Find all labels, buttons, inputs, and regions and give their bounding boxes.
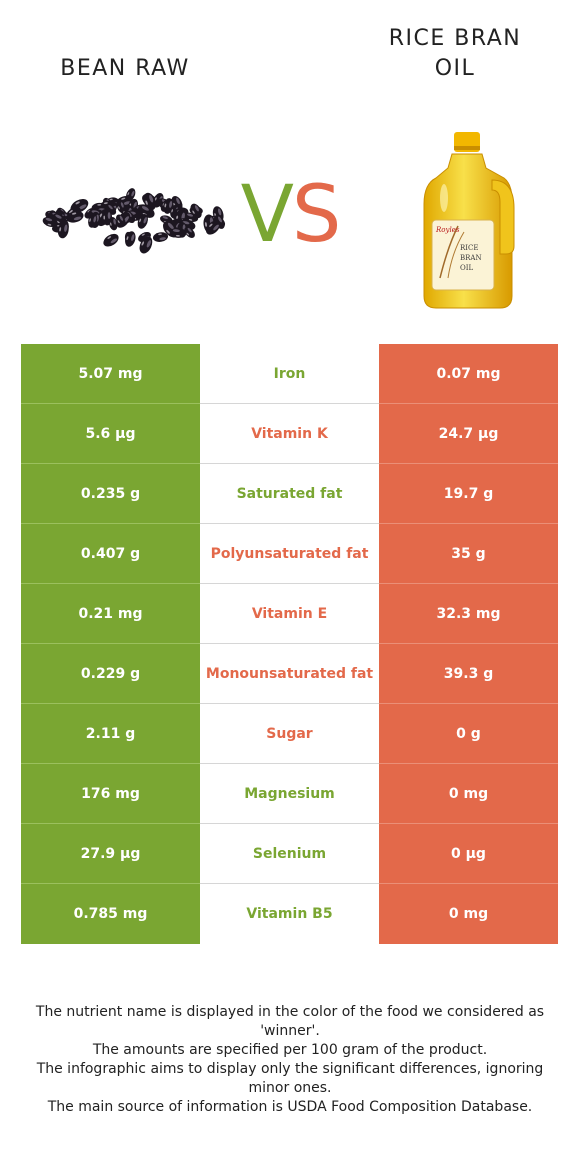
left-food-value: 0.229 g (21, 644, 200, 704)
comparison-table: 5.07 mg Iron 0.07 mg 5.6 µg Vitamin K 24.7 µg… (21, 344, 558, 944)
left-food-name: BEAN RAW (60, 56, 190, 81)
bottle-label-line3: OIL (460, 264, 474, 272)
nutrient-name: Polyunsaturated fat (200, 524, 379, 584)
nutrient-row: 0.407 g Polyunsaturated fat 35 g (21, 524, 558, 584)
left-food-value: 5.07 mg (21, 344, 200, 404)
left-food-value: 0.235 g (21, 464, 200, 524)
right-food-value: 32.3 mg (379, 584, 558, 644)
right-food-value: 19.7 g (379, 464, 558, 524)
right-food-name-line1: RICE BRAN (388, 26, 522, 51)
nutrient-row: 0.229 g Monounsaturated fat 39.3 g (21, 644, 558, 704)
nutrient-name: Vitamin B5 (200, 884, 379, 944)
nutrient-row: 5.07 mg Iron 0.07 mg (21, 344, 558, 404)
left-food-value: 176 mg (21, 764, 200, 824)
nutrient-row: 0.235 g Saturated fat 19.7 g (21, 464, 558, 524)
bottle-label-line1: RICE (460, 244, 479, 252)
nutrient-row: 2.11 g Sugar 0 g (21, 704, 558, 764)
footnote-line: The main source of information is USDA F… (47, 1099, 533, 1115)
right-food-value: 24.7 µg (379, 404, 558, 464)
oil-bottle-image: Royles RICE BRAN OIL (423, 132, 515, 309)
left-food-value: 2.11 g (21, 704, 200, 764)
right-food-value: 0 mg (379, 764, 558, 824)
black-beans-image (42, 188, 226, 254)
right-food-value: 35 g (379, 524, 558, 584)
right-food-value: 0 g (379, 704, 558, 764)
nutrient-name: Sugar (200, 704, 379, 764)
footnote-line: The infographic aims to display only the… (36, 1061, 544, 1096)
left-food-value: 0.21 mg (21, 584, 200, 644)
nutrient-name: Saturated fat (200, 464, 379, 524)
bottle-brand-text: Royles (435, 226, 460, 234)
nutrient-name: Vitamin K (200, 404, 379, 464)
bottle-label (431, 219, 495, 291)
left-food-value: 0.407 g (21, 524, 200, 584)
right-food-value: 0 mg (379, 884, 558, 944)
vs-letter-s: S (291, 170, 341, 260)
nutrient-name: Vitamin E (200, 584, 379, 644)
left-food-value: 0.785 mg (21, 884, 200, 944)
nutrient-row: 5.6 µg Vitamin K 24.7 µg (21, 404, 558, 464)
nutrient-row: 27.9 µg Selenium 0 µg (21, 824, 558, 884)
footnote-line: The nutrient name is displayed in the co… (35, 1004, 545, 1039)
right-food-value: 0.07 mg (379, 344, 558, 404)
left-food-value: 5.6 µg (21, 404, 200, 464)
bottle-handle (491, 179, 515, 255)
vs-letter-v: V (240, 170, 294, 260)
left-food-value: 27.9 µg (21, 824, 200, 884)
nutrient-row: 0.21 mg Vitamin E 32.3 mg (21, 584, 558, 644)
vs-logo: VS (222, 170, 358, 260)
nutrient-row: 0.785 mg Vitamin B5 0 mg (21, 884, 558, 944)
nutrient-name: Iron (200, 344, 379, 404)
right-food-value: 39.3 g (379, 644, 558, 704)
nutrient-name: Monounsaturated fat (200, 644, 379, 704)
nutrient-row: 176 mg Magnesium 0 mg (21, 764, 558, 824)
right-food-value: 0 µg (379, 824, 558, 884)
right-food-name-line2: OIL (434, 56, 476, 81)
footnotes: The nutrient name is displayed in the co… (18, 1003, 562, 1117)
nutrient-name: Selenium (200, 824, 379, 884)
nutrient-name: Magnesium (200, 764, 379, 824)
bottle-label-line2: BRAN (460, 254, 482, 262)
right-food-title: RICE BRAN OIL (360, 24, 550, 84)
left-food-title: BEAN RAW (30, 54, 220, 84)
footnote-line: The amounts are specified per 100 gram o… (92, 1042, 488, 1058)
